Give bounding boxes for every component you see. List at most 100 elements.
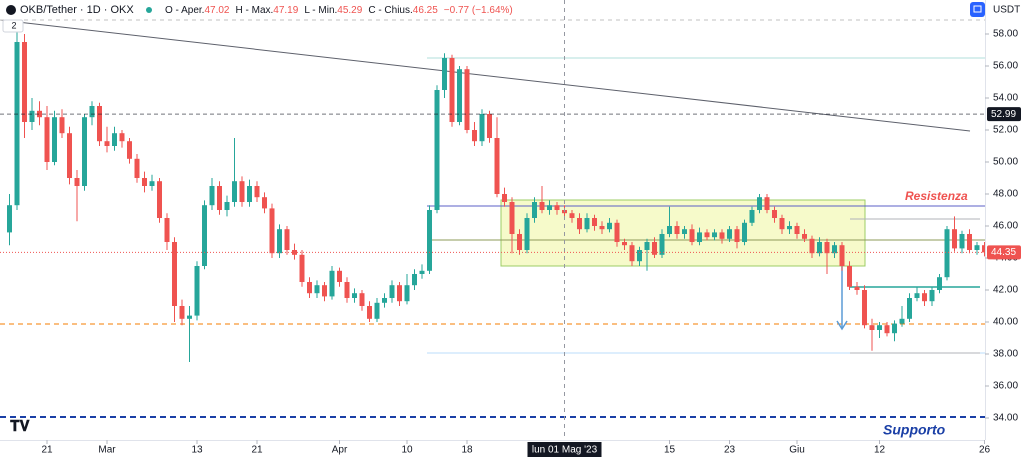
price-label: 52.99 bbox=[991, 109, 1016, 120]
y-tick-label: 52.00 bbox=[993, 125, 1018, 136]
ohlc-value: 47.02 bbox=[204, 5, 229, 16]
candle-body bbox=[37, 110, 42, 118]
logo: 𝐓𝐕 bbox=[10, 418, 31, 435]
candle-body bbox=[224, 202, 230, 210]
candle-body bbox=[584, 218, 590, 230]
candle-body bbox=[202, 205, 207, 266]
price-label-box bbox=[987, 107, 1021, 122]
candle-body bbox=[457, 69, 462, 122]
candle-body bbox=[952, 229, 957, 249]
candle-body bbox=[374, 302, 380, 319]
candle-body bbox=[179, 306, 185, 319]
candle-body bbox=[652, 242, 657, 255]
x-tick-label: Giu bbox=[789, 445, 805, 456]
y-tick-label: 56.00 bbox=[993, 61, 1018, 72]
candle-body bbox=[877, 325, 882, 330]
candle-body bbox=[314, 285, 320, 294]
candle-body bbox=[262, 197, 267, 209]
candle-body bbox=[794, 226, 800, 234]
candle-body bbox=[599, 226, 605, 230]
candle-body bbox=[697, 232, 702, 242]
candle-body bbox=[494, 138, 500, 194]
candle-body bbox=[412, 274, 417, 286]
candle-body bbox=[82, 117, 87, 186]
x-tick-label: 13 bbox=[191, 445, 203, 456]
crosshair-label-box bbox=[527, 442, 602, 457]
candle-body bbox=[127, 141, 132, 159]
candle-body bbox=[832, 245, 837, 254]
candle-body bbox=[232, 181, 237, 202]
candle-body bbox=[104, 141, 110, 146]
candle-body bbox=[22, 42, 27, 122]
candle-body bbox=[577, 218, 582, 230]
candle-body bbox=[44, 117, 50, 162]
x-tick-label: Apr bbox=[332, 445, 348, 456]
candle-body bbox=[172, 242, 177, 306]
candle-body bbox=[352, 293, 357, 298]
ohlc-label: L - Min. bbox=[304, 5, 337, 16]
candle-body bbox=[569, 213, 575, 218]
candle-body bbox=[554, 205, 560, 210]
candle-body bbox=[344, 282, 350, 298]
candle-body bbox=[764, 197, 770, 210]
candle-body bbox=[967, 234, 972, 250]
ohlc-value: 46.25 bbox=[413, 5, 438, 16]
candle-body bbox=[847, 266, 852, 287]
candle-body bbox=[592, 218, 597, 226]
candle-body bbox=[539, 202, 545, 210]
candle-body bbox=[854, 286, 860, 290]
candle-body bbox=[487, 114, 492, 138]
ohlc-label: C - Chius. bbox=[368, 5, 412, 16]
candle-body bbox=[787, 226, 792, 230]
candle-body bbox=[674, 226, 680, 234]
candle-body bbox=[67, 133, 72, 178]
candle-body bbox=[142, 178, 147, 186]
candle-body bbox=[404, 285, 410, 302]
currency[interactable]: USDT bbox=[993, 5, 1020, 16]
y-tick-label: 46.00 bbox=[993, 221, 1018, 232]
crosshair-label: lun 01 Mag '23 bbox=[532, 445, 598, 456]
candle-body bbox=[427, 210, 432, 271]
candle-body bbox=[472, 130, 477, 142]
ohlc-label: H - Max. bbox=[236, 5, 274, 16]
settings-button[interactable] bbox=[970, 2, 985, 17]
candle-body bbox=[809, 238, 815, 254]
candle-body bbox=[449, 58, 455, 122]
candle-body bbox=[607, 222, 612, 230]
price-axis bbox=[986, 0, 1024, 458]
y-tick-label: 40.00 bbox=[993, 317, 1018, 328]
candle-body bbox=[982, 245, 987, 253]
candle-body bbox=[959, 234, 965, 249]
candle-body bbox=[772, 210, 777, 218]
candle-body bbox=[824, 242, 830, 254]
candle-body bbox=[757, 197, 762, 210]
candle-body bbox=[157, 181, 162, 218]
candle-body bbox=[712, 232, 717, 238]
candle-body bbox=[704, 232, 710, 238]
candle-body bbox=[742, 222, 747, 242]
candle-body bbox=[637, 250, 642, 262]
x-tick-label: 21 bbox=[41, 445, 53, 456]
candle-body bbox=[112, 133, 117, 146]
ohlc-value: 47.19 bbox=[273, 5, 298, 16]
candle-body bbox=[97, 106, 102, 142]
candle-body bbox=[329, 270, 335, 297]
trend-line bbox=[0, 19, 971, 132]
y-tick-label: 42.00 bbox=[993, 285, 1018, 296]
y-tick-label: 50.00 bbox=[993, 157, 1018, 168]
candle-body bbox=[442, 58, 447, 90]
candle-body bbox=[899, 318, 905, 324]
ohlc-header: O - Aper.47.02 H - Max.47.19 L - Min.45.29… bbox=[165, 5, 513, 16]
candle-body bbox=[209, 186, 215, 206]
candle-body bbox=[622, 242, 627, 246]
candle-body bbox=[502, 194, 507, 202]
candle-body bbox=[929, 290, 935, 302]
candle-body bbox=[749, 210, 755, 223]
candle-body bbox=[299, 254, 305, 282]
candle-body bbox=[509, 202, 515, 234]
candle-body bbox=[547, 205, 552, 210]
candle-body bbox=[629, 245, 635, 262]
candle-body bbox=[667, 226, 672, 234]
ohlc-change: −0.77 (−1.64%) bbox=[444, 5, 513, 16]
candle-body bbox=[322, 285, 327, 297]
